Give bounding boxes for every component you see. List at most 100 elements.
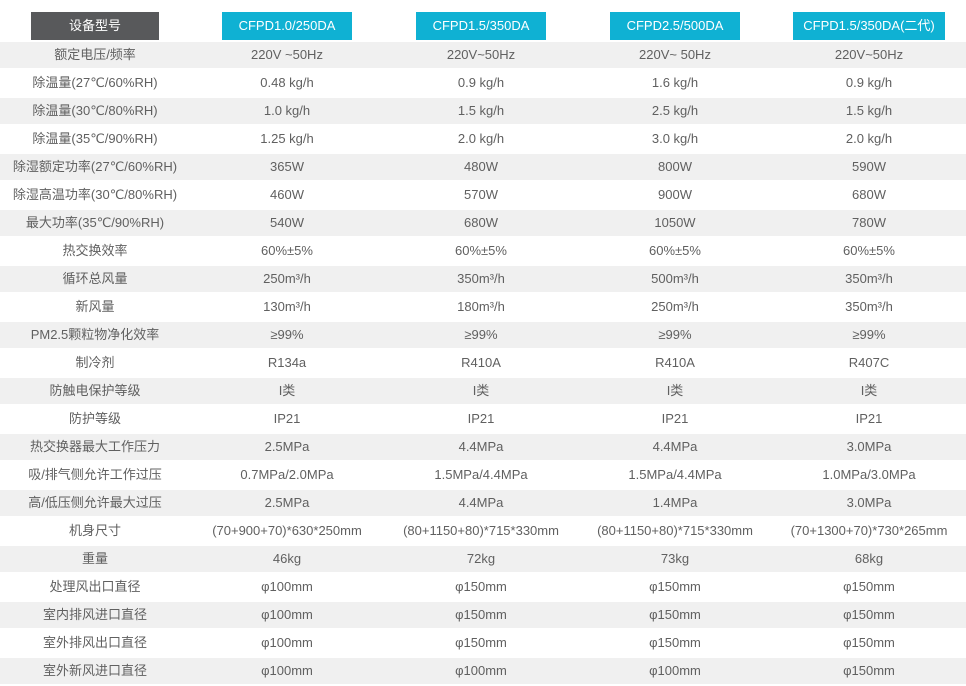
spec-label: 重量	[81, 551, 108, 566]
spec-label: 热交换器最大工作压力	[29, 439, 160, 454]
spec-value: I类	[278, 383, 296, 398]
spec-value: ≥99%	[658, 327, 692, 342]
spec-value: 4.4MPa	[458, 495, 504, 510]
spec-value: (70+1300+70)*730*265mm	[790, 523, 948, 538]
spec-value: φ150mm	[455, 635, 507, 650]
spec-label: 机身尺寸	[68, 523, 121, 538]
spec-value: 900W	[658, 187, 692, 202]
spec-label: PM2.5颗粒物净化效率	[30, 327, 160, 342]
spec-label: 除湿高温功率(30℃/80%RH)	[12, 187, 178, 202]
table-row: 除温量(30℃/80%RH) 1.0 kg/h 1.5 kg/h 2.5 kg/h 1.…	[0, 98, 966, 126]
table-row: 除温量(27℃/60%RH) 0.48 kg/h 0.9 kg/h 1.6 kg/h 0…	[0, 70, 966, 98]
table-row: 最大功率(35℃/90%RH) 540W 680W 1050W 780W	[0, 210, 966, 238]
spec-value: 2.5MPa	[264, 495, 310, 510]
spec-value: φ100mm	[649, 663, 701, 678]
spec-value: IP21	[273, 411, 301, 426]
spec-value: φ150mm	[843, 579, 895, 594]
table-row: 循环总风量 250m³/h 350m³/h 500m³/h 350m³/h	[0, 266, 966, 294]
spec-value: I类	[860, 383, 878, 398]
spec-value: I类	[472, 383, 490, 398]
table-row: 吸/排气侧允许工作过压 0.7MPa/2.0MPa 1.5MPa/4.4MPa 1.5…	[0, 462, 966, 490]
spec-value: 60%±5%	[261, 243, 313, 258]
spec-value: 60%±5%	[843, 243, 895, 258]
table-row: 防护等级 IP21 IP21 IP21 IP21	[0, 406, 966, 434]
spec-value: 1.5 kg/h	[845, 103, 893, 118]
spec-value: 46kg	[272, 551, 302, 566]
spec-value: 680W	[464, 215, 498, 230]
spec-value: (80+1150+80)*715*330mm	[403, 523, 559, 538]
spec-value: φ100mm	[261, 635, 313, 650]
spec-value: IP21	[855, 411, 883, 426]
table-row: 额定电压/频率 220V ~50Hz 220V~50Hz 220V~ 50Hz 220V…	[0, 42, 966, 70]
spec-value: 3.0MPa	[846, 439, 892, 454]
spec-value: 220V~50Hz	[834, 47, 904, 62]
spec-value: 0.7MPa/2.0MPa	[240, 467, 334, 482]
model-column-header-4: CFPD1.5/350DA(二代)	[793, 12, 945, 40]
model-header-cell: CFPD2.5/500DA	[578, 0, 772, 42]
spec-value: 0.9 kg/h	[457, 75, 505, 90]
spec-value: φ150mm	[455, 579, 507, 594]
spec-value: φ150mm	[843, 663, 895, 678]
spec-value: IP21	[467, 411, 495, 426]
spec-value: ≥99%	[464, 327, 498, 342]
table-row: 除湿额定功率(27℃/60%RH) 365W 480W 800W 590W	[0, 154, 966, 182]
table-row: 热交换效率 60%±5% 60%±5% 60%±5% 60%±5%	[0, 238, 966, 266]
corner-header-cell: 设备型号	[0, 0, 190, 42]
spec-value: I类	[666, 383, 684, 398]
spec-label: 高/低压侧允许最大过压	[28, 495, 162, 510]
table-row: 新风量 130m³/h 180m³/h 250m³/h 350m³/h	[0, 294, 966, 322]
spec-value: 3.0 kg/h	[651, 131, 699, 146]
spec-value: 365W	[270, 159, 304, 174]
spec-value: 1.5MPa/4.4MPa	[628, 467, 722, 482]
spec-value: IP21	[661, 411, 689, 426]
spec-value: 0.48 kg/h	[260, 75, 314, 90]
spec-label: 除湿额定功率(27℃/60%RH)	[12, 159, 178, 174]
spec-value: 460W	[270, 187, 304, 202]
table-row: 高/低压侧允许最大过压 2.5MPa 4.4MPa 1.4MPa 3.0MPa	[0, 490, 966, 518]
spec-value: 60%±5%	[455, 243, 507, 258]
spec-value: 60%±5%	[649, 243, 701, 258]
spec-value: 2.0 kg/h	[457, 131, 505, 146]
spec-label: 室外新风进口直径	[42, 663, 147, 678]
spec-label: 处理风出口直径	[49, 579, 141, 594]
spec-value: φ150mm	[455, 607, 507, 622]
spec-label: 制冷剂	[75, 355, 115, 370]
model-header-cell: CFPD1.5/350DA	[384, 0, 578, 42]
spec-value: 220V~50Hz	[446, 47, 516, 62]
spec-value: φ100mm	[261, 579, 313, 594]
spec-value: 350m³/h	[457, 271, 505, 286]
spec-value: 1.6 kg/h	[651, 75, 699, 90]
spec-value: R134a	[267, 355, 307, 370]
spec-label: 除温量(27℃/60%RH)	[32, 75, 158, 90]
model-column-header-3: CFPD2.5/500DA	[610, 12, 740, 40]
spec-label: 热交换效率	[62, 243, 128, 258]
spec-value: φ150mm	[649, 579, 701, 594]
spec-value: 180m³/h	[457, 299, 505, 314]
spec-value: R410A	[461, 355, 501, 370]
table-header-row: 设备型号 CFPD1.0/250DA CFPD1.5/350DA CFPD2.5…	[0, 0, 966, 42]
spec-value: φ100mm	[261, 663, 313, 678]
spec-value: 4.4MPa	[458, 439, 504, 454]
spec-label: 最大功率(35℃/90%RH)	[25, 215, 165, 230]
spec-value: 130m³/h	[263, 299, 311, 314]
spec-value: 680W	[852, 187, 886, 202]
model-header-cell: CFPD1.5/350DA(二代)	[772, 0, 966, 42]
spec-value: 1.4MPa	[652, 495, 698, 510]
spec-value: 1.5MPa/4.4MPa	[434, 467, 528, 482]
spec-value: 350m³/h	[845, 299, 893, 314]
model-column-header-2: CFPD1.5/350DA	[416, 12, 546, 40]
spec-value: (80+1150+80)*715*330mm	[597, 523, 753, 538]
spec-value: 540W	[270, 215, 304, 230]
table-row: 制冷剂 R134a R410A R410A R407C	[0, 350, 966, 378]
spec-value: 68kg	[854, 551, 884, 566]
spec-value: 250m³/h	[651, 299, 699, 314]
spec-value: R407C	[848, 355, 890, 370]
spec-value: 1050W	[654, 215, 696, 230]
table-row: 室内排风进口直径 φ100mm φ150mm φ150mm φ150mm	[0, 602, 966, 630]
table-row: 室外新风进口直径 φ100mm φ100mm φ100mm φ150mm	[0, 658, 966, 686]
spec-value: φ100mm	[261, 607, 313, 622]
spec-value: 590W	[852, 159, 886, 174]
model-column-header-1: CFPD1.0/250DA	[222, 12, 352, 40]
table-row: 室外排风出口直径 φ100mm φ150mm φ150mm φ150mm	[0, 630, 966, 658]
table-body: 额定电压/频率 220V ~50Hz 220V~50Hz 220V~ 50Hz 220V…	[0, 42, 966, 686]
